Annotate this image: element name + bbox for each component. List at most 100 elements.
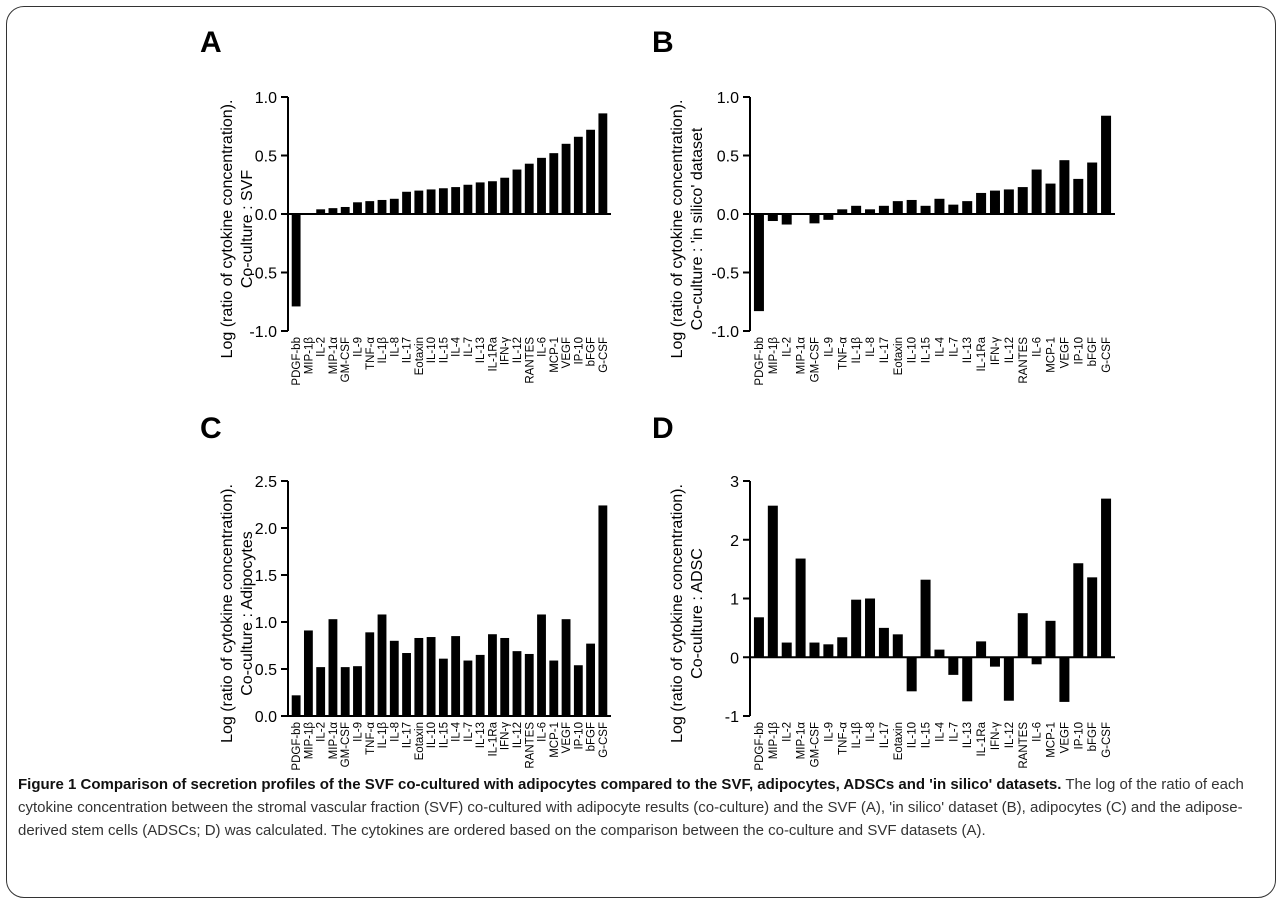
bar-tnf- <box>837 637 848 658</box>
bar-il-12 <box>512 169 522 214</box>
y-axis-label-line2: Co-culture : 'in silico' dataset <box>689 127 706 330</box>
x-tick-label: PDGF-bb <box>754 722 766 770</box>
x-tick-label: IL-6 <box>1032 337 1044 357</box>
x-tick-label: IL-1β <box>851 722 863 749</box>
x-tick-label: IL-2 <box>316 722 328 742</box>
x-tick-label: IL-13 <box>962 722 974 748</box>
x-tick-label: IL-7 <box>948 722 960 742</box>
bar-gm-csf <box>809 214 820 224</box>
bar-pdgf-bb <box>291 695 301 716</box>
x-tick-label: G-CSF <box>1101 722 1113 758</box>
bar-il-8 <box>389 198 399 214</box>
x-tick-label: IL-17 <box>402 722 414 748</box>
bar-bfgf <box>586 643 596 716</box>
bar-pdgf-bb <box>753 617 764 658</box>
x-tick-label: TNF-α <box>837 722 849 755</box>
y-axis-label-line1: Log (ratio of cytokine concentration). <box>669 100 686 359</box>
bar-pdgf-bb <box>753 214 764 312</box>
x-tick-label: IL-4 <box>934 336 946 356</box>
bar-mip-1- <box>767 214 778 222</box>
bar-mcp-1 <box>1045 183 1056 214</box>
bar-il-1ra <box>488 181 497 214</box>
x-tick-label: GM-CSF <box>809 722 821 767</box>
x-tick-label: RANTES <box>524 337 536 384</box>
x-tick-label: IL-17 <box>879 337 891 363</box>
x-tick-label: RANTES <box>1018 722 1030 769</box>
bar-il-17 <box>878 627 889 658</box>
x-tick-label: IL-7 <box>948 337 960 357</box>
x-tick-label: IFN-γ <box>500 337 512 365</box>
x-tick-label: MIP-1β <box>768 722 780 760</box>
bar-il-8 <box>865 209 876 214</box>
y-axis-label: Log (ratio of cytokine concentration). Co… <box>219 484 256 743</box>
bar-il-10 <box>906 657 917 692</box>
y-axis-label-line2: Co-culture : ADSC <box>689 548 706 679</box>
bar-vegf <box>561 619 571 716</box>
x-tick-label: IL-4 <box>451 721 463 741</box>
x-tick-label: IL-4 <box>934 721 946 741</box>
x-tick-label: VEGF <box>1059 337 1071 368</box>
y-axis-label-line2: Co-culture : SVF <box>239 170 256 288</box>
bar-il-1ra <box>488 634 497 716</box>
bar-mip-1- <box>328 619 338 716</box>
x-tick-label: bFGF <box>1087 337 1099 366</box>
y-tick-label: 0.0 <box>255 207 277 224</box>
bar-ifn- <box>989 190 1000 214</box>
x-tick-label: IL-12 <box>1004 337 1016 363</box>
bar-il-15 <box>920 205 931 214</box>
y-axis-label-line2: Co-culture : Adipocytes <box>239 531 256 696</box>
bar-il-6 <box>537 614 546 716</box>
x-tick-label: MIP-1β <box>768 337 780 375</box>
x-tick-label: IL-12 <box>1004 722 1016 748</box>
y-axis-label: Log (ratio of cytokine concentration). Co… <box>669 100 706 359</box>
bar-il-6 <box>1031 657 1042 665</box>
bar-eotaxin <box>892 201 903 214</box>
x-tick-label: IL-7 <box>463 722 475 742</box>
bar-rantes <box>524 653 534 716</box>
y-axis-label-line1: Log (ratio of cytokine concentration). <box>219 484 236 743</box>
x-tick-label: VEGF <box>561 337 573 368</box>
x-tick-label: IL-15 <box>921 337 933 363</box>
x-tick-label: IL-6 <box>537 722 549 742</box>
x-tick-label: IL-2 <box>782 337 794 357</box>
bar-il-4 <box>934 198 945 214</box>
x-tick-label: IL-6 <box>537 337 549 357</box>
x-tick-label: IL-10 <box>907 722 919 748</box>
bar-il-2 <box>316 209 326 214</box>
x-tick-label: MIP-1β <box>303 337 315 375</box>
bar-il-8 <box>389 640 399 716</box>
x-tick-label: IP-10 <box>1073 337 1085 365</box>
bar-il-12 <box>1003 189 1014 214</box>
x-tick-label: MIP-1α <box>328 722 340 760</box>
x-tick-label: IL-13 <box>475 722 487 748</box>
bar-il-13 <box>962 201 973 214</box>
bar-g-csf <box>598 113 608 214</box>
bar-il-2 <box>781 642 792 658</box>
x-tick-label: IL-13 <box>962 337 974 363</box>
x-tick-label: IL-9 <box>352 337 364 357</box>
x-tick-label: IL-1Ra <box>487 721 499 756</box>
bar-bfgf <box>1087 577 1098 658</box>
bar-il-7 <box>948 204 959 214</box>
bar-vegf <box>561 143 571 214</box>
bar-gm-csf <box>340 667 350 716</box>
x-tick-label: IL-12 <box>512 722 524 748</box>
bar-il-1- <box>851 599 862 658</box>
x-tick-label: GM-CSF <box>340 722 352 767</box>
x-tick-label: Eotaxin <box>414 337 426 375</box>
x-tick-label: IL-15 <box>438 337 450 363</box>
x-tick-label: IL-7 <box>463 337 475 357</box>
x-tick-label: IL-10 <box>426 722 438 748</box>
bar-il-2 <box>316 667 326 716</box>
x-tick-label: MIP-1α <box>796 722 808 760</box>
bar-il-10 <box>426 637 436 716</box>
x-tick-label: IL-12 <box>512 337 524 363</box>
chart-panel-c: C 2.5 2.0 1.5 1.0 0.5 0.0 PDGF-bb MIP-1β IL-2 MIP-… <box>200 412 611 770</box>
x-tick-label: VEGF <box>561 722 573 753</box>
x-tick-label: IL-4 <box>451 336 463 356</box>
bar-ip-10 <box>573 665 583 716</box>
bar-pdgf-bb <box>291 214 301 307</box>
x-tick-label: MIP-1α <box>796 337 808 375</box>
bar-tnf- <box>837 209 848 214</box>
x-tick-label: PDGF-bb <box>754 337 766 386</box>
